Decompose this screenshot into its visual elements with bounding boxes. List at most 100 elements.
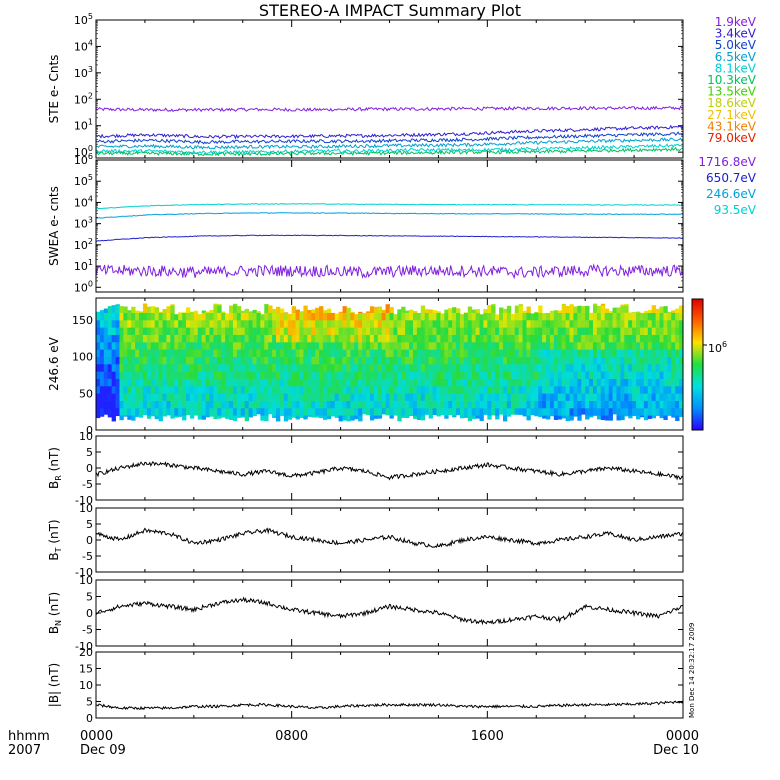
heatmap-cell: [369, 342, 375, 350]
heatmap-cell: [205, 393, 210, 401]
heatmap-cell: [659, 320, 664, 328]
heatmap-cell: [444, 378, 449, 387]
heatmap-cell: [569, 334, 574, 343]
heatmap-cell: [600, 305, 606, 313]
heatmap-cell: [354, 320, 359, 328]
heatmap-cell: [569, 327, 574, 335]
heatmap-cell: [236, 312, 242, 321]
heatmap-cell: [487, 378, 492, 387]
heatmap-cell: [596, 327, 602, 335]
heatmap-cell: [178, 342, 183, 350]
heatmap-cell: [534, 356, 539, 365]
heatmap-cell: [319, 320, 324, 328]
heatmap-cell: [260, 408, 265, 416]
heatmap-cell: [412, 342, 418, 350]
heatmap-cell: [561, 364, 566, 372]
heatmap-cell: [229, 327, 234, 335]
heatmap-cell: [499, 386, 504, 394]
heatmap-cell: [440, 378, 445, 387]
heatmap-cell: [663, 386, 668, 394]
heatmap-cell: [557, 378, 563, 387]
heatmap-cell: [264, 342, 269, 350]
heatmap-cell: [440, 342, 445, 350]
heatmap-cell: [557, 334, 563, 343]
heatmap-cell: [428, 349, 433, 357]
heatmap-cell: [675, 408, 680, 416]
heatmap-cell: [475, 334, 480, 343]
heatmap-cell: [182, 415, 187, 421]
heatmap-cell: [142, 305, 148, 313]
heatmap-cell: [389, 312, 394, 321]
heatmap-cell: [146, 378, 152, 387]
heatmap-cell: [456, 400, 461, 409]
heatmap-cell: [581, 334, 586, 343]
heatmap-cell: [244, 393, 250, 401]
heatmap-cell: [209, 408, 214, 416]
heatmap-cell: [186, 408, 191, 416]
heatmap-cell: [107, 400, 113, 409]
heatmap-cell: [170, 349, 175, 357]
heatmap-cell: [557, 356, 563, 365]
heatmap-cell: [553, 349, 559, 357]
heatmap-cell: [381, 356, 386, 365]
heatmap-cell: [671, 327, 676, 335]
heatmap-cell: [628, 312, 633, 313]
heatmap-cell: [596, 342, 602, 350]
heatmap-cell: [264, 303, 269, 306]
heatmap-cell: [283, 371, 289, 379]
heatmap-cell: [491, 320, 496, 328]
heatmap-cell: [487, 364, 492, 372]
heatmap-cell: [409, 371, 414, 379]
y-tick-label: 101: [74, 258, 93, 273]
heatmap-cell: [502, 408, 508, 416]
heatmap-cell: [342, 334, 347, 343]
heatmap-cell: [319, 312, 324, 321]
heatmap-cell: [432, 378, 437, 387]
heatmap-cell: [448, 334, 453, 343]
heatmap-cell: [201, 334, 206, 343]
heatmap-cell: [420, 415, 426, 421]
heatmap-cell: [444, 309, 449, 313]
heatmap-cell: [420, 320, 426, 328]
heatmap-cell: [487, 320, 492, 328]
heatmap-cell: [479, 371, 484, 379]
heatmap-cell: [671, 393, 676, 401]
heatmap-cell: [522, 408, 527, 416]
heatmap-cell: [381, 334, 386, 343]
heatmap-cell: [397, 415, 402, 422]
heatmap-cell: [217, 364, 222, 372]
heatmap-cell: [636, 320, 641, 328]
heatmap-cell: [569, 415, 574, 421]
heatmap-cell: [675, 371, 680, 379]
legends-layer: 1.9keV3.4keV5.0keV6.5keV8.1keV10.3keV13.…: [698, 15, 756, 217]
heatmap-cell: [96, 356, 101, 365]
heatmap-cell: [295, 342, 300, 350]
heatmap-cell: [182, 312, 187, 321]
heatmap-cell: [483, 342, 488, 350]
pad-heatmap: [96, 303, 683, 422]
heatmap-cell: [526, 393, 531, 401]
heatmap-cell: [111, 312, 116, 321]
heatmap-cell: [373, 312, 379, 321]
y-tick-label: 100: [72, 351, 93, 364]
heatmap-cell: [146, 364, 152, 372]
heatmap-cell: [186, 334, 191, 343]
heatmap-cell: [526, 371, 531, 379]
heatmap-cell: [600, 364, 606, 372]
heatmap-cell: [221, 371, 226, 379]
heatmap-cell: [608, 400, 613, 409]
time-row-label-top: hhmm: [8, 729, 50, 744]
heatmap-cell: [111, 327, 116, 335]
y-tick-label: 106: [74, 152, 93, 167]
heatmap-cell: [616, 320, 621, 328]
heatmap-cell: [123, 342, 128, 350]
heatmap-cell: [424, 371, 430, 379]
heatmap-cell: [557, 327, 563, 335]
heatmap-cell: [600, 393, 606, 401]
heatmap-cell: [651, 364, 656, 372]
heatmap-cell: [252, 371, 257, 379]
heatmap-cell: [311, 393, 316, 401]
heatmap-cell: [287, 356, 293, 365]
heatmap-cell: [409, 378, 414, 387]
legend-entry: 27.1keV: [707, 108, 757, 122]
